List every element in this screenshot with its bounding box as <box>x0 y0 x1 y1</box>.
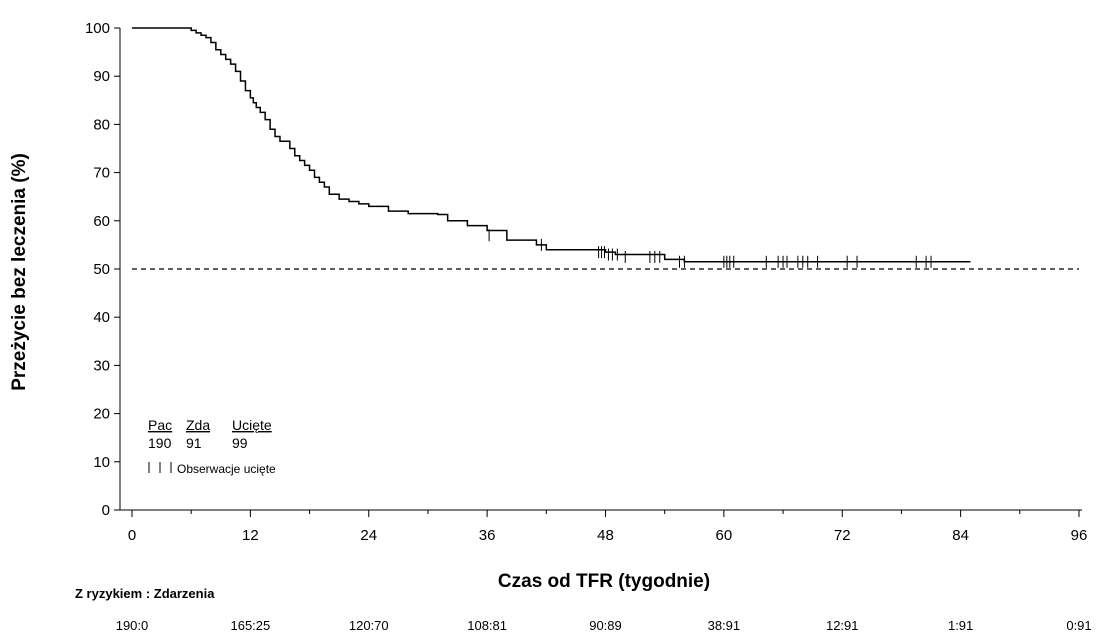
x-tick-label: 36 <box>479 527 496 544</box>
y-tick-label: 10 <box>93 454 110 471</box>
y-tick-label: 70 <box>93 165 110 182</box>
x-tick-label: 60 <box>716 527 733 544</box>
risk-value: 108:81 <box>467 618 507 633</box>
risk-value: 0:91 <box>1066 618 1091 633</box>
survival-curve <box>132 27 971 263</box>
x-tick-label: 0 <box>128 527 136 544</box>
x-axis-title: Czas od TFR (tygodnie) <box>498 571 710 592</box>
y-tick-label: 60 <box>93 213 110 230</box>
legend-censor-label: Obserwacje ucięte <box>177 462 276 476</box>
x-tick-label: 72 <box>834 527 851 544</box>
y-tick-label: 50 <box>93 261 110 278</box>
legend-value-uciete: 99 <box>232 435 248 451</box>
risk-table-values: 190:0 165:25 120:70 108:81 90:89 38:91 12:91 1:… <box>116 618 1092 633</box>
risk-table: Z ryzykiem : Zdarzenia 190:0 165:25 120:70… <box>75 586 1092 633</box>
y-tick-label: 90 <box>93 68 110 85</box>
y-tick-label: 80 <box>93 116 110 133</box>
legend-header-zda: Zda <box>186 417 210 433</box>
risk-value: 90:89 <box>589 618 622 633</box>
legend-value-pac: 190 <box>148 435 172 451</box>
y-tick-label: 0 <box>102 502 110 519</box>
risk-value: 12:91 <box>826 618 859 633</box>
legend-value-zda: 91 <box>186 435 202 451</box>
x-ticks: 0 12 24 36 48 60 72 84 96 <box>128 510 1088 544</box>
y-axis-title: Przeżycie bez leczenia (%) <box>9 153 30 391</box>
censor-marks-group <box>488 229 932 268</box>
survival-curve-group <box>132 27 971 263</box>
risk-value: 1:91 <box>948 618 973 633</box>
x-tick-label: 84 <box>952 527 969 544</box>
x-tick-label: 12 <box>242 527 259 544</box>
legend: Pac Zda Ucięte 190 91 99 Obserwacje ucię… <box>148 417 276 476</box>
legend-header-pac: Pac <box>148 417 172 433</box>
x-tick-label: 24 <box>360 527 377 544</box>
legend-header-uciete: Ucięte <box>232 417 272 433</box>
y-tick-label: 40 <box>93 309 110 326</box>
risk-table-title: Z ryzykiem : Zdarzenia <box>75 586 215 601</box>
y-tick-label: 100 <box>85 20 110 37</box>
y-ticks: 0 10 20 30 40 50 60 70 80 90 100 <box>85 20 120 519</box>
y-tick-label: 20 <box>93 406 110 423</box>
y-tick-label: 30 <box>93 357 110 374</box>
risk-value: 38:91 <box>708 618 741 633</box>
risk-value: 120:70 <box>349 618 389 633</box>
risk-value: 165:25 <box>230 618 270 633</box>
risk-value: 190:0 <box>116 618 149 633</box>
x-tick-label: 96 <box>1071 527 1088 544</box>
x-tick-label: 48 <box>597 527 614 544</box>
